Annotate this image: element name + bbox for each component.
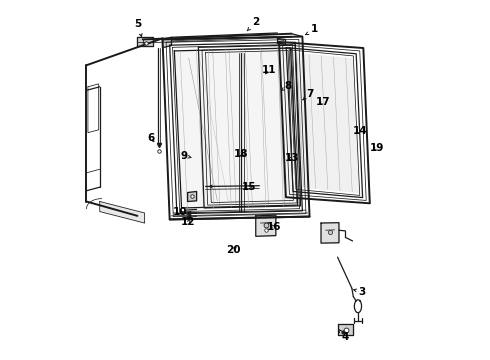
Text: 4: 4 — [339, 329, 348, 342]
Text: 20: 20 — [226, 245, 241, 255]
Polygon shape — [163, 37, 172, 48]
Text: 13: 13 — [284, 153, 299, 163]
Text: 6: 6 — [147, 133, 155, 143]
Text: 3: 3 — [354, 287, 365, 297]
Polygon shape — [338, 324, 353, 335]
Polygon shape — [291, 53, 358, 193]
Polygon shape — [100, 202, 145, 223]
Text: 15: 15 — [242, 182, 257, 192]
Polygon shape — [188, 192, 196, 202]
Text: 8: 8 — [281, 81, 292, 91]
Text: 1: 1 — [306, 24, 318, 35]
Text: 10: 10 — [172, 207, 187, 217]
Polygon shape — [321, 223, 339, 243]
Polygon shape — [137, 37, 153, 46]
Text: 12: 12 — [181, 217, 196, 227]
Text: 16: 16 — [267, 222, 281, 232]
Text: 7: 7 — [303, 89, 313, 100]
Polygon shape — [174, 48, 298, 208]
Text: 11: 11 — [262, 64, 276, 75]
Polygon shape — [256, 215, 276, 236]
Text: 14: 14 — [352, 126, 367, 135]
Text: 9: 9 — [180, 150, 191, 161]
Text: 17: 17 — [316, 97, 330, 107]
Text: 18: 18 — [233, 149, 248, 159]
Text: 19: 19 — [370, 143, 384, 153]
Text: 2: 2 — [247, 17, 259, 31]
Text: 5: 5 — [134, 19, 142, 36]
